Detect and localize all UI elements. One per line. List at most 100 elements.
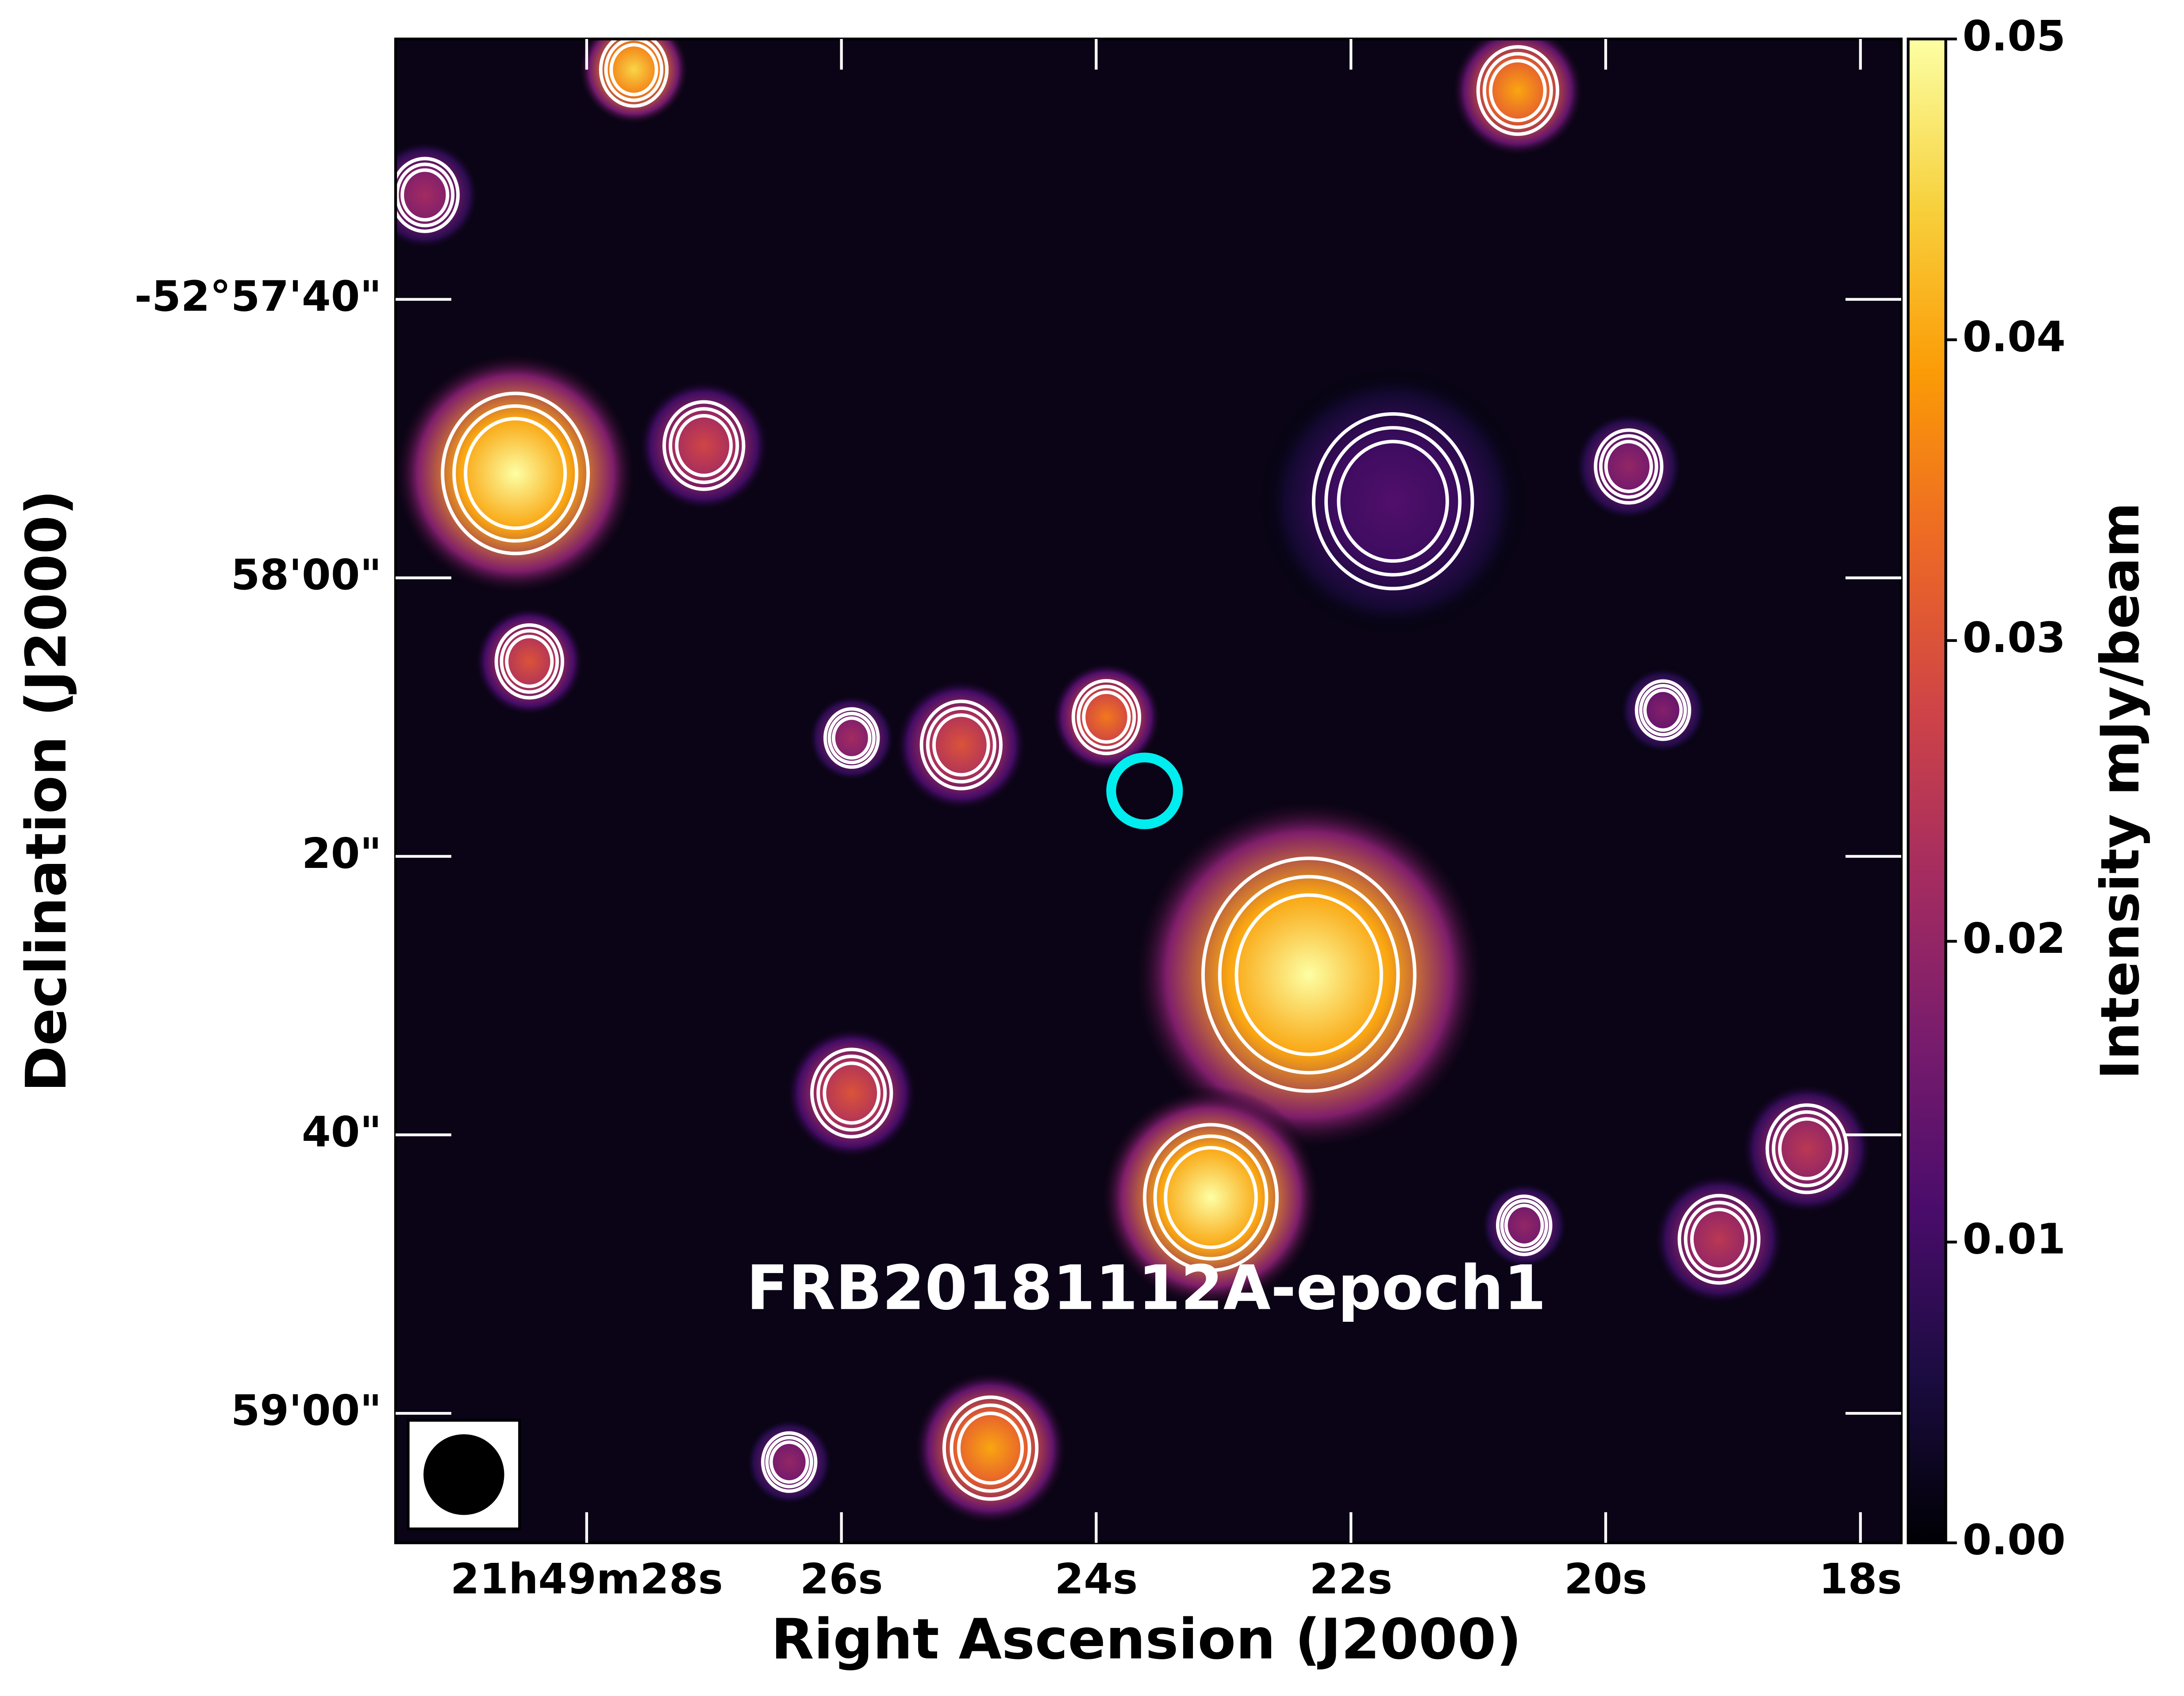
source bbox=[637, 379, 771, 513]
contour bbox=[1634, 679, 1692, 741]
contour bbox=[926, 706, 996, 784]
contour bbox=[823, 707, 880, 769]
contour bbox=[932, 713, 990, 777]
colorbar bbox=[1907, 37, 1947, 1544]
contour bbox=[464, 417, 567, 530]
source bbox=[1618, 665, 1708, 755]
contour bbox=[1218, 875, 1400, 1074]
source bbox=[473, 606, 585, 718]
colorbar-tick-label: 0.03 bbox=[1962, 614, 2065, 662]
contour bbox=[950, 1403, 1031, 1493]
contour bbox=[1324, 426, 1462, 577]
contour bbox=[919, 699, 1003, 790]
beam bbox=[407, 1419, 521, 1531]
contour bbox=[1201, 856, 1417, 1093]
source bbox=[784, 1026, 919, 1160]
contour bbox=[957, 1411, 1024, 1485]
source bbox=[1652, 1172, 1786, 1306]
contour bbox=[1337, 440, 1449, 563]
contour bbox=[494, 623, 565, 700]
colorbar-tick-label: 0.05 bbox=[1962, 12, 2065, 61]
contour bbox=[1153, 1134, 1269, 1261]
x-tick-label: 18s bbox=[1819, 1555, 1902, 1604]
contour bbox=[1684, 1201, 1754, 1278]
contour bbox=[816, 1054, 887, 1132]
annotation: FRB20181112A-epoch1 bbox=[746, 1252, 1546, 1324]
contour bbox=[669, 407, 739, 484]
contour bbox=[1765, 1103, 1849, 1194]
source bbox=[396, 139, 481, 251]
contour bbox=[1496, 1194, 1553, 1256]
contour bbox=[1077, 684, 1136, 750]
contour bbox=[1082, 690, 1131, 744]
x-tick-label: 26s bbox=[800, 1555, 883, 1604]
contour bbox=[1071, 679, 1142, 756]
y-tick-label: 20" bbox=[302, 829, 382, 878]
contour bbox=[1639, 684, 1687, 737]
colorbar-tick-label: 0.01 bbox=[1962, 1215, 2065, 1264]
contour bbox=[1643, 688, 1683, 732]
colorbar-label: Intensity mJy/beam bbox=[2090, 502, 2151, 1079]
y-tick-label: 40" bbox=[302, 1108, 382, 1156]
contour bbox=[1164, 1146, 1258, 1249]
contour bbox=[1504, 1204, 1544, 1247]
contour bbox=[1599, 434, 1658, 499]
colorbar-tick-label: 0.04 bbox=[1962, 313, 2065, 361]
contour bbox=[1489, 59, 1547, 123]
contour bbox=[761, 1431, 818, 1493]
contour bbox=[1476, 45, 1559, 136]
contour bbox=[1604, 440, 1653, 493]
source bbox=[1130, 796, 1488, 1153]
source bbox=[1099, 1086, 1323, 1309]
source bbox=[807, 693, 896, 783]
contour bbox=[441, 391, 590, 556]
contour bbox=[1482, 52, 1553, 129]
source bbox=[1451, 39, 1585, 157]
y-axis-label: Declination (J2000) bbox=[14, 490, 79, 1092]
contour bbox=[1234, 893, 1383, 1056]
contour bbox=[823, 1061, 881, 1125]
x-tick-label: 22s bbox=[1309, 1555, 1392, 1604]
contour bbox=[1778, 1117, 1836, 1181]
source bbox=[744, 1417, 834, 1507]
colorbar-tick-label: 0.02 bbox=[1962, 914, 2065, 963]
source bbox=[1480, 1181, 1569, 1270]
contour bbox=[765, 1435, 813, 1489]
colorbar-tick-label: 0.00 bbox=[1962, 1516, 2065, 1565]
contour bbox=[396, 162, 455, 227]
y-tick-label: -52°57'40" bbox=[135, 272, 382, 321]
source bbox=[1050, 661, 1162, 773]
image-background bbox=[396, 39, 1901, 1543]
contour bbox=[500, 629, 559, 694]
contour bbox=[599, 39, 669, 108]
frb-position bbox=[1106, 752, 1183, 829]
source bbox=[1740, 1082, 1874, 1216]
contour bbox=[810, 1048, 893, 1139]
contour bbox=[604, 39, 664, 102]
contour bbox=[505, 634, 554, 688]
contour bbox=[452, 404, 579, 543]
contour bbox=[609, 43, 658, 96]
contour bbox=[1677, 1193, 1761, 1285]
contour bbox=[1594, 428, 1664, 505]
source bbox=[578, 39, 690, 126]
x-tick-label: 24s bbox=[1055, 1555, 1138, 1604]
contour bbox=[396, 157, 460, 233]
contour bbox=[827, 711, 876, 764]
x-tick-label: 20s bbox=[1564, 1555, 1647, 1604]
contour bbox=[942, 1395, 1039, 1501]
source bbox=[912, 1370, 1069, 1526]
contour bbox=[1690, 1208, 1748, 1271]
contour bbox=[400, 168, 450, 222]
contour bbox=[831, 716, 872, 760]
plot-frame bbox=[394, 37, 1903, 1544]
x-tick-label: 21h49m28s bbox=[450, 1555, 723, 1604]
source bbox=[1259, 368, 1527, 635]
contour bbox=[1500, 1199, 1549, 1252]
source bbox=[894, 678, 1028, 812]
source bbox=[396, 351, 638, 596]
contour bbox=[1143, 1123, 1279, 1272]
contour bbox=[769, 1440, 809, 1484]
contour bbox=[662, 400, 746, 491]
